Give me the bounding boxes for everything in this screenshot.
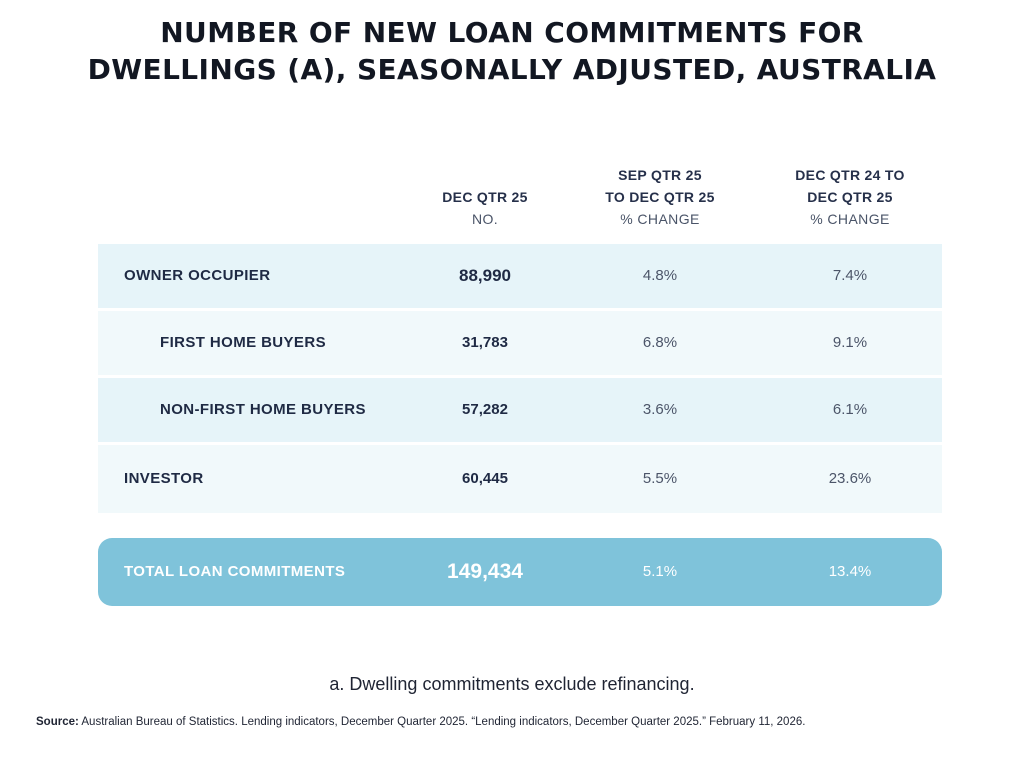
value-cell: 6.8% [642,334,678,351]
table-row-first-home-buyers: FIRST HOME BUYERS 31,783 6.8% 9.1% [98,311,942,375]
chart-title-line-2: DWELLINGS (A), SEASONALLY ADJUSTED, AUST… [87,53,937,86]
column-header-title: DEC QTR 24 TO [795,167,905,183]
column-header-title: DEC QTR 25 [807,189,893,205]
column-header-title: SEP QTR 25 [618,167,702,183]
column-header-unit: NO. [471,211,499,227]
table-row-investor: INVESTOR 60,445 5.5% 23.6% [98,445,942,513]
value-cell: 60,445 [462,470,508,487]
total-value: 13.4% [828,563,872,580]
value-cell: 57,282 [462,401,508,418]
source-note: Source: Australian Bureau of Statistics.… [36,716,1006,728]
value-cell: 3.6% [642,401,678,418]
total-value: 149,434 [447,560,523,583]
value-cell: 31,783 [462,334,508,351]
value-cell: 9.1% [832,334,868,351]
row-label: NON-FIRST HOME BUYERS [160,401,366,418]
value-cell: 23.6% [828,470,872,487]
column-header-unit: % CHANGE [810,211,890,227]
value-cell: 6.1% [832,401,868,418]
column-header-title: DEC QTR 25 [442,189,528,205]
chart-title: NUMBER OF NEW LOAN COMMITMENTS FOR DWELL… [0,14,1024,88]
total-row: TOTAL LOAN COMMITMENTS 149,434 5.1% 13.4… [98,538,942,606]
source-label: Source: [36,716,79,728]
table-row-owner-occupier: OWNER OCCUPIER 88,990 4.8% 7.4% [98,244,942,308]
total-value: 5.1% [642,563,678,580]
column-header-sep-to-dec: SEP QTR 25 TO DEC QTR 25 % CHANGE [565,164,755,230]
column-header-unit: % CHANGE [620,211,700,227]
value-cell: 4.8% [642,267,678,284]
source-text: Australian Bureau of Statistics. Lending… [81,716,806,728]
column-header-dec24-to-dec25: DEC QTR 24 TO DEC QTR 25 % CHANGE [760,164,940,230]
value-cell: 7.4% [832,267,868,284]
column-header-dec-qtr-25: DEC QTR 25 NO. [400,186,570,230]
footnote: a. Dwelling commitments exclude refinanc… [329,674,695,694]
value-cell: 88,990 [459,266,511,285]
row-label: FIRST HOME BUYERS [160,334,326,351]
column-header-title: TO DEC QTR 25 [605,189,715,205]
row-label: OWNER OCCUPIER [124,267,271,284]
table-row-non-first-home-buyers: NON-FIRST HOME BUYERS 57,282 3.6% 6.1% [98,378,942,442]
chart-title-line-1: NUMBER OF NEW LOAN COMMITMENTS FOR [160,16,864,49]
total-label: TOTAL LOAN COMMITMENTS [124,563,346,580]
value-cell: 5.5% [642,470,678,487]
row-label: INVESTOR [124,470,204,487]
